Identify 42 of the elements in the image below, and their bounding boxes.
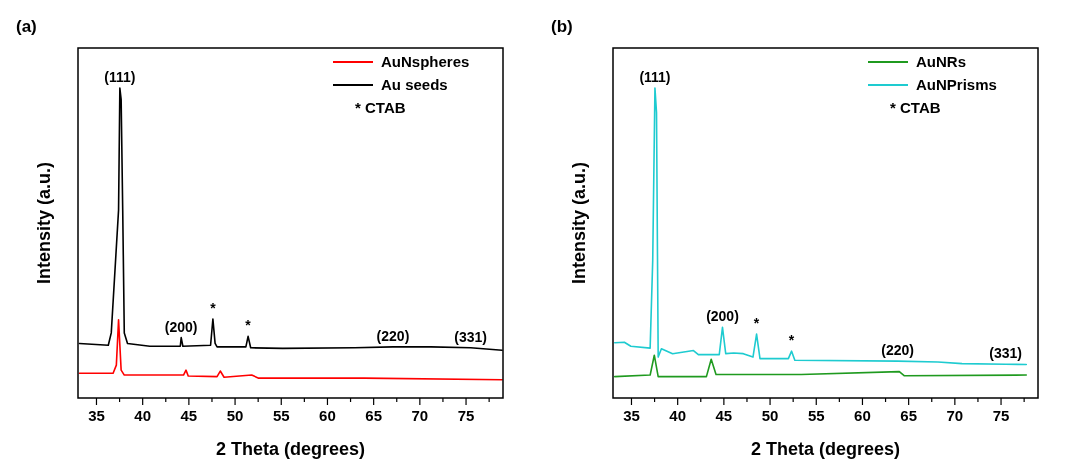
x-axis-title: 2 Theta (degrees): [750, 439, 901, 459]
x-tick-label: 35: [88, 407, 105, 424]
y-axis-title: Intensity (a.u.): [569, 161, 589, 285]
annotation: *: [210, 299, 217, 316]
x-tick-label: 75: [992, 407, 1010, 424]
x-tick-label: 60: [854, 407, 871, 424]
annotation: *: [753, 315, 760, 332]
x-tick-label: 35: [623, 407, 640, 424]
legend-label: Au seeds: [381, 76, 448, 93]
annotation: (111): [639, 69, 671, 85]
x-tick-label: 50: [761, 407, 779, 424]
annotation: (331): [454, 328, 488, 345]
legend-label: AuNspheres: [381, 53, 470, 70]
annotation: (220): [881, 342, 914, 359]
x-tick-label: 60: [319, 407, 336, 424]
annotation: * CTAB: [890, 99, 941, 116]
annotation: (331): [989, 345, 1023, 362]
legend-label: AuNRs: [916, 53, 967, 70]
x-tick-label: 55: [807, 407, 825, 424]
x-tick-label: 55: [272, 407, 290, 424]
chart-title: (b): [551, 17, 573, 36]
x-tick-label: 70: [411, 407, 429, 424]
chart-title: (a): [16, 17, 37, 36]
annotation: (200): [706, 308, 739, 325]
x-tick-label: 75: [457, 407, 475, 424]
x-tick-label: 45: [715, 407, 733, 424]
annotation: *: [788, 332, 795, 349]
annotation: (200): [164, 318, 198, 335]
x-tick-label: 45: [180, 407, 198, 424]
x-tick-label: 65: [900, 407, 917, 424]
annotation: (220): [376, 327, 410, 344]
annotation: *: [245, 317, 252, 334]
x-tick-label: 70: [946, 407, 964, 424]
annotation: (111): [104, 69, 136, 85]
x-tick-label: 40: [669, 407, 687, 424]
legend-label: AuNPrisms: [916, 76, 997, 93]
annotation: * CTAB: [355, 99, 406, 116]
x-axis-title: 2 Theta (degrees): [215, 439, 366, 459]
x-tick-label: 65: [365, 407, 382, 424]
x-tick-label: 50: [226, 407, 244, 424]
y-axis-title: Intensity (a.u.): [34, 161, 54, 285]
x-tick-label: 40: [134, 407, 152, 424]
